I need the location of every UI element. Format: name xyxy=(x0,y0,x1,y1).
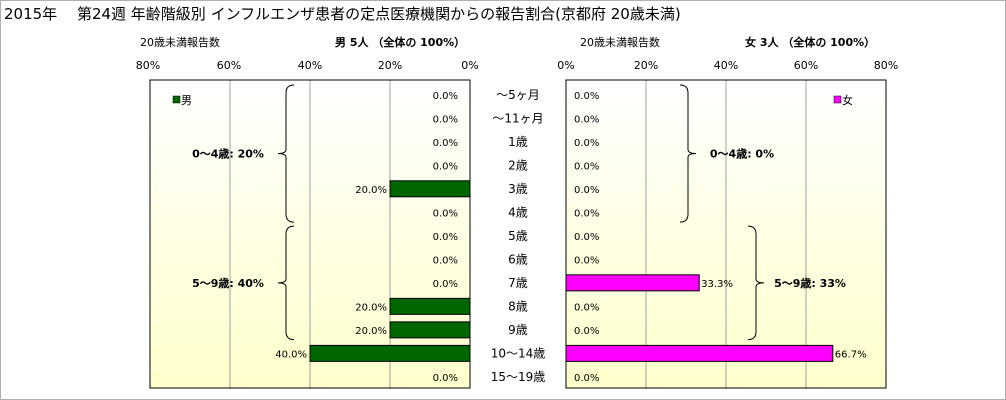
age-category-label: 〜11ヶ月 xyxy=(492,111,543,125)
female-group-label: 0〜4歳: 0% xyxy=(710,147,774,161)
age-category-label: 10〜14歳 xyxy=(491,346,546,360)
female-plot-border xyxy=(565,79,887,389)
age-category-label: 15〜19歳 xyxy=(491,370,546,384)
male-group-label: 5〜9歳: 40% xyxy=(192,276,264,290)
male-data-label: 0.0% xyxy=(433,161,458,172)
female-data-label: 0.0% xyxy=(574,302,599,313)
female-data-label: 33.3% xyxy=(701,279,733,290)
female-tick-80: 80% xyxy=(873,59,899,72)
male-data-label: 0.0% xyxy=(433,373,458,384)
male-data-label: 0.0% xyxy=(433,279,458,290)
age-category-label: 5歳 xyxy=(508,229,528,243)
female-tick-0: 0% xyxy=(557,59,575,72)
male-data-label: 40.0% xyxy=(275,349,307,360)
female-legend-swatch xyxy=(833,95,842,104)
female-data-label: 0.0% xyxy=(574,185,599,196)
female-data-label: 0.0% xyxy=(574,326,599,337)
female-data-label: 0.0% xyxy=(574,138,599,149)
male-bar xyxy=(389,321,471,339)
male-data-label: 0.0% xyxy=(433,138,458,149)
male-data-label: 0.0% xyxy=(433,255,458,266)
male-tick-40: 40% xyxy=(297,59,323,72)
male-legend-swatch xyxy=(172,95,181,104)
age-category-label: 7歳 xyxy=(508,276,528,290)
age-category-label: 6歳 xyxy=(508,252,528,266)
age-category-label: 2歳 xyxy=(508,158,528,172)
male-tick-80: 80% xyxy=(135,59,161,72)
male-legend-label: 男 xyxy=(181,94,192,107)
male-data-label: 20.0% xyxy=(355,185,387,196)
age-category-label: 1歳 xyxy=(508,135,528,149)
chart-title: 2015年 第24週 年齢階級別 インフルエンザ患者の定点医療機関からの報告割合… xyxy=(4,5,681,23)
male-group-label: 0〜4歳: 20% xyxy=(192,147,264,161)
age-category-label: 3歳 xyxy=(508,182,528,196)
female-tick-60: 60% xyxy=(793,59,819,72)
female-legend-label: 女 xyxy=(842,93,853,107)
male-axis-label: 20歳未満報告数 xyxy=(140,36,220,49)
male-data-label: 20.0% xyxy=(355,326,387,337)
male-tick-60: 60% xyxy=(216,59,242,72)
female-data-label: 0.0% xyxy=(574,232,599,243)
age-category-label: 〜5ヶ月 xyxy=(496,88,540,102)
female-data-label: 0.0% xyxy=(574,161,599,172)
female-data-label: 0.0% xyxy=(574,114,599,125)
female-group-label: 5〜9歳: 33% xyxy=(774,276,846,290)
male-summary: 男 5人 （全体の 100%） xyxy=(335,36,466,49)
male-bar xyxy=(389,297,471,315)
male-tick-20: 20% xyxy=(377,59,403,72)
male-data-label: 0.0% xyxy=(433,232,458,243)
male-data-label: 0.0% xyxy=(433,91,458,102)
female-summary: 女 3人 （全体の 100%） xyxy=(745,36,876,49)
male-bar xyxy=(389,180,471,198)
male-data-label: 0.0% xyxy=(433,208,458,219)
male-tick-0: 0% xyxy=(461,59,479,72)
male-data-label: 0.0% xyxy=(433,114,458,125)
female-data-label: 0.0% xyxy=(574,208,599,219)
age-category-label: 8歳 xyxy=(508,299,528,313)
female-data-label: 0.0% xyxy=(574,255,599,266)
age-category-label: 4歳 xyxy=(508,205,528,219)
female-axis-label: 20歳未満報告数 xyxy=(580,36,660,49)
female-data-label: 0.0% xyxy=(574,373,599,384)
male-data-label: 20.0% xyxy=(355,302,387,313)
male-plot-border xyxy=(149,79,471,389)
female-data-label: 66.7% xyxy=(835,349,867,360)
female-group-brace xyxy=(747,225,765,341)
age-category-label: 9歳 xyxy=(508,323,528,337)
male-group-brace xyxy=(277,225,295,341)
male-group-brace xyxy=(277,84,295,223)
male-bar xyxy=(309,344,471,362)
female-tick-20: 20% xyxy=(633,59,659,72)
female-bar xyxy=(565,344,834,362)
female-bar xyxy=(565,274,700,292)
female-group-brace xyxy=(679,84,697,223)
female-tick-40: 40% xyxy=(713,59,739,72)
female-data-label: 0.0% xyxy=(574,91,599,102)
